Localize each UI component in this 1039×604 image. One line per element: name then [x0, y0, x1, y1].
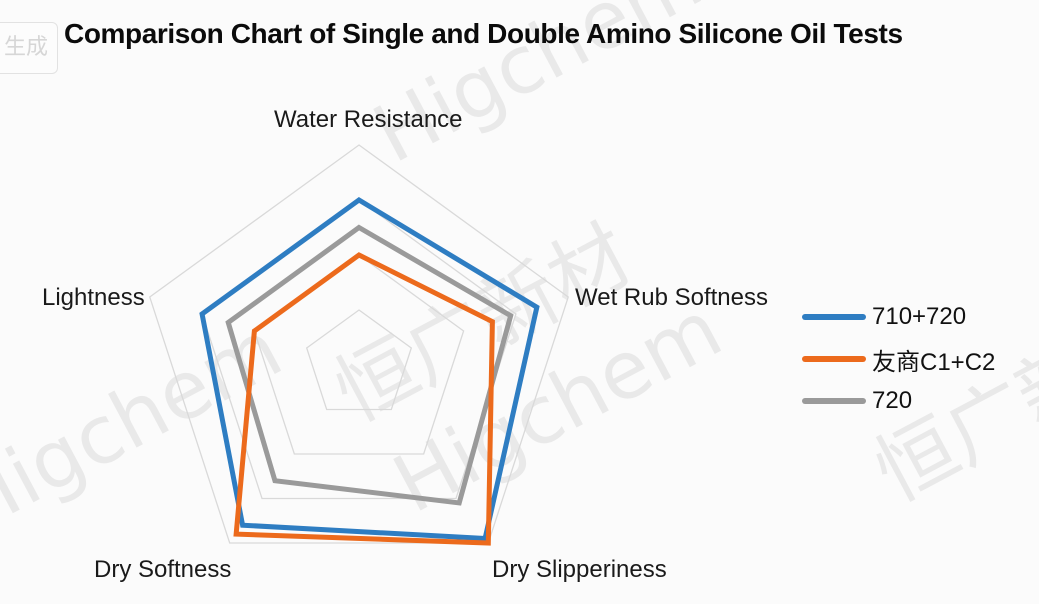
legend-item-competitor-c1-c2: 友商C1+C2 — [802, 338, 995, 380]
legend-label: 友商C1+C2 — [872, 348, 996, 376]
axis-label-dry-slipperiness: Dry Slipperiness — [492, 556, 667, 583]
chart-title: Comparison Chart of Single and Double Am… — [64, 18, 903, 49]
legend-label: 720 — [872, 387, 913, 414]
axis-label-wet-rub-softness: Wet Rub Softness — [575, 284, 768, 311]
grid-ring — [149, 144, 569, 544]
axis-label-lightness: Lightness — [42, 284, 145, 311]
legend-swatch-orange — [802, 356, 866, 362]
radar-series — [199, 197, 540, 546]
legend-label: 710+720 — [872, 303, 967, 330]
generated-badge: 生成 — [0, 22, 58, 74]
series-line-2 — [225, 224, 514, 506]
legend-item-710-720: 710+720 — [802, 296, 995, 338]
legend-swatch-gray — [802, 398, 866, 404]
chart-legend: 710+720 友商C1+C2 720 — [802, 296, 995, 422]
axis-label-dry-softness: Dry Softness — [94, 556, 232, 583]
grid-ring — [305, 309, 413, 411]
series-line-0 — [199, 197, 540, 542]
series-line-1 — [233, 252, 495, 546]
grid-ring — [253, 254, 465, 455]
axis-label-water-resistance: Water Resistance — [274, 106, 463, 133]
legend-swatch-blue — [802, 314, 866, 320]
legend-item-720: 720 — [802, 380, 995, 422]
